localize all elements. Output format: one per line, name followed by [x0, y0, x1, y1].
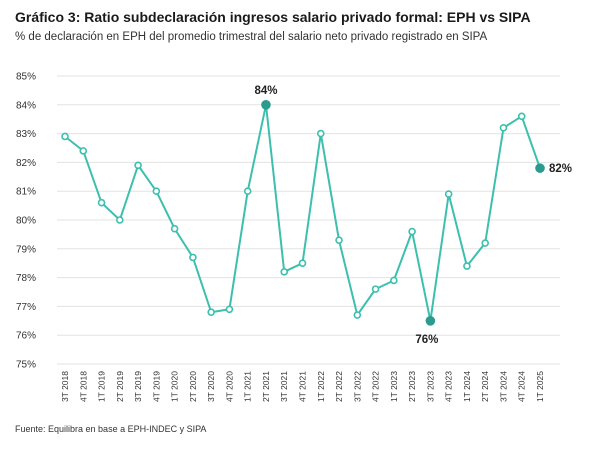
- x-tick-label: 3T 2022: [352, 371, 362, 402]
- x-tick-label: 2T 2022: [334, 371, 344, 402]
- chart-subtitle: % de declaración en EPH del promedio tri…: [15, 31, 488, 43]
- data-point: [298, 259, 307, 268]
- x-tick-label: 3T 2018: [60, 371, 70, 402]
- x-tick-label: 4T 2019: [151, 371, 161, 402]
- x-tick-label: 1T 2023: [389, 371, 399, 402]
- x-tick-label: 1T 2024: [462, 371, 472, 402]
- data-point: [463, 262, 471, 270]
- x-tick-label: 4T 2023: [444, 371, 454, 402]
- y-tick-label: 81%: [16, 187, 36, 198]
- y-tick-label: 77%: [16, 302, 36, 313]
- data-point: [97, 198, 106, 207]
- data-label: 82%: [549, 163, 572, 175]
- x-tick-label: 2T 2020: [188, 371, 198, 402]
- data-point: [261, 100, 271, 110]
- data-point: [517, 112, 526, 121]
- data-point: [134, 161, 142, 170]
- x-tick-label: 3T 2021: [279, 371, 289, 402]
- data-point: [444, 190, 453, 198]
- data-point: [316, 129, 325, 138]
- data-label: 84%: [254, 85, 277, 97]
- series-line: [64, 103, 541, 322]
- x-tick-label: 4T 2022: [371, 371, 381, 402]
- data-point: [225, 305, 234, 314]
- data-label: 76%: [415, 334, 438, 346]
- data-point: [408, 227, 416, 236]
- y-tick-label: 76%: [16, 331, 36, 342]
- data-point: [371, 285, 380, 293]
- x-tick-label: 3T 2020: [206, 371, 216, 402]
- data-point: [335, 236, 343, 244]
- chart-title: Gráfico 3: Ratio subdeclaración ingresos…: [15, 9, 531, 25]
- y-tick-label: 82%: [16, 158, 36, 169]
- data-point: [207, 308, 215, 316]
- data-point: [481, 239, 489, 247]
- data-point: [535, 163, 545, 173]
- data-point: [189, 253, 197, 262]
- y-tick-label: 83%: [16, 129, 36, 140]
- data-point: [170, 224, 179, 233]
- source-note: Fuente: Equilibra en base a EPH-INDEC y …: [15, 424, 207, 434]
- data-point: [152, 187, 161, 195]
- data-point: [79, 147, 88, 155]
- data-point: [116, 216, 124, 224]
- series-layer: [61, 100, 545, 326]
- x-axis-ticks: 3T 2018 4T 2018 1T 2019 2T 2019 3T 2019 4T 20…: [60, 371, 545, 402]
- data-point: [425, 315, 436, 326]
- x-tick-label: 2T 2023: [407, 371, 417, 402]
- y-tick-label: 79%: [16, 244, 36, 255]
- x-tick-label: 2T 2019: [115, 371, 125, 402]
- y-tick-label: 80%: [16, 216, 36, 227]
- data-point: [280, 268, 289, 276]
- x-tick-label: 1T 2019: [97, 371, 107, 402]
- y-tick-label: 75%: [16, 360, 36, 371]
- y-tick-label: 84%: [16, 100, 36, 111]
- data-point: [390, 276, 398, 285]
- x-tick-label: 4T 2018: [78, 371, 88, 402]
- x-tick-label: 1T 2020: [170, 371, 180, 402]
- x-tick-label: 2T 2021: [261, 371, 271, 402]
- x-tick-label: 1T 2025: [535, 371, 545, 402]
- y-tick-label: 85%: [16, 72, 36, 83]
- x-tick-label: 4T 2024: [517, 371, 527, 402]
- data-point: [243, 187, 252, 195]
- data-point: [499, 124, 508, 132]
- x-tick-label: 1T 2022: [316, 371, 326, 402]
- x-tick-label: 4T 2020: [224, 371, 234, 402]
- y-axis-ticks: 75% 76% 77% 78% 79% 80% 81% 82% 83% 84% 85%: [16, 72, 36, 371]
- data-point: [61, 132, 69, 141]
- x-tick-label: 3T 2024: [498, 371, 508, 402]
- annotations: 84% 76% 82%: [254, 85, 572, 346]
- x-tick-label: 3T 2019: [133, 371, 143, 402]
- data-point: [353, 311, 362, 319]
- y-tick-label: 78%: [16, 273, 36, 284]
- x-tick-label: 4T 2021: [298, 371, 308, 402]
- grid-lines: [57, 75, 560, 365]
- x-tick-label: 2T 2024: [480, 371, 490, 402]
- x-tick-label: 3T 2023: [425, 371, 435, 402]
- x-tick-label: 1T 2021: [243, 371, 253, 402]
